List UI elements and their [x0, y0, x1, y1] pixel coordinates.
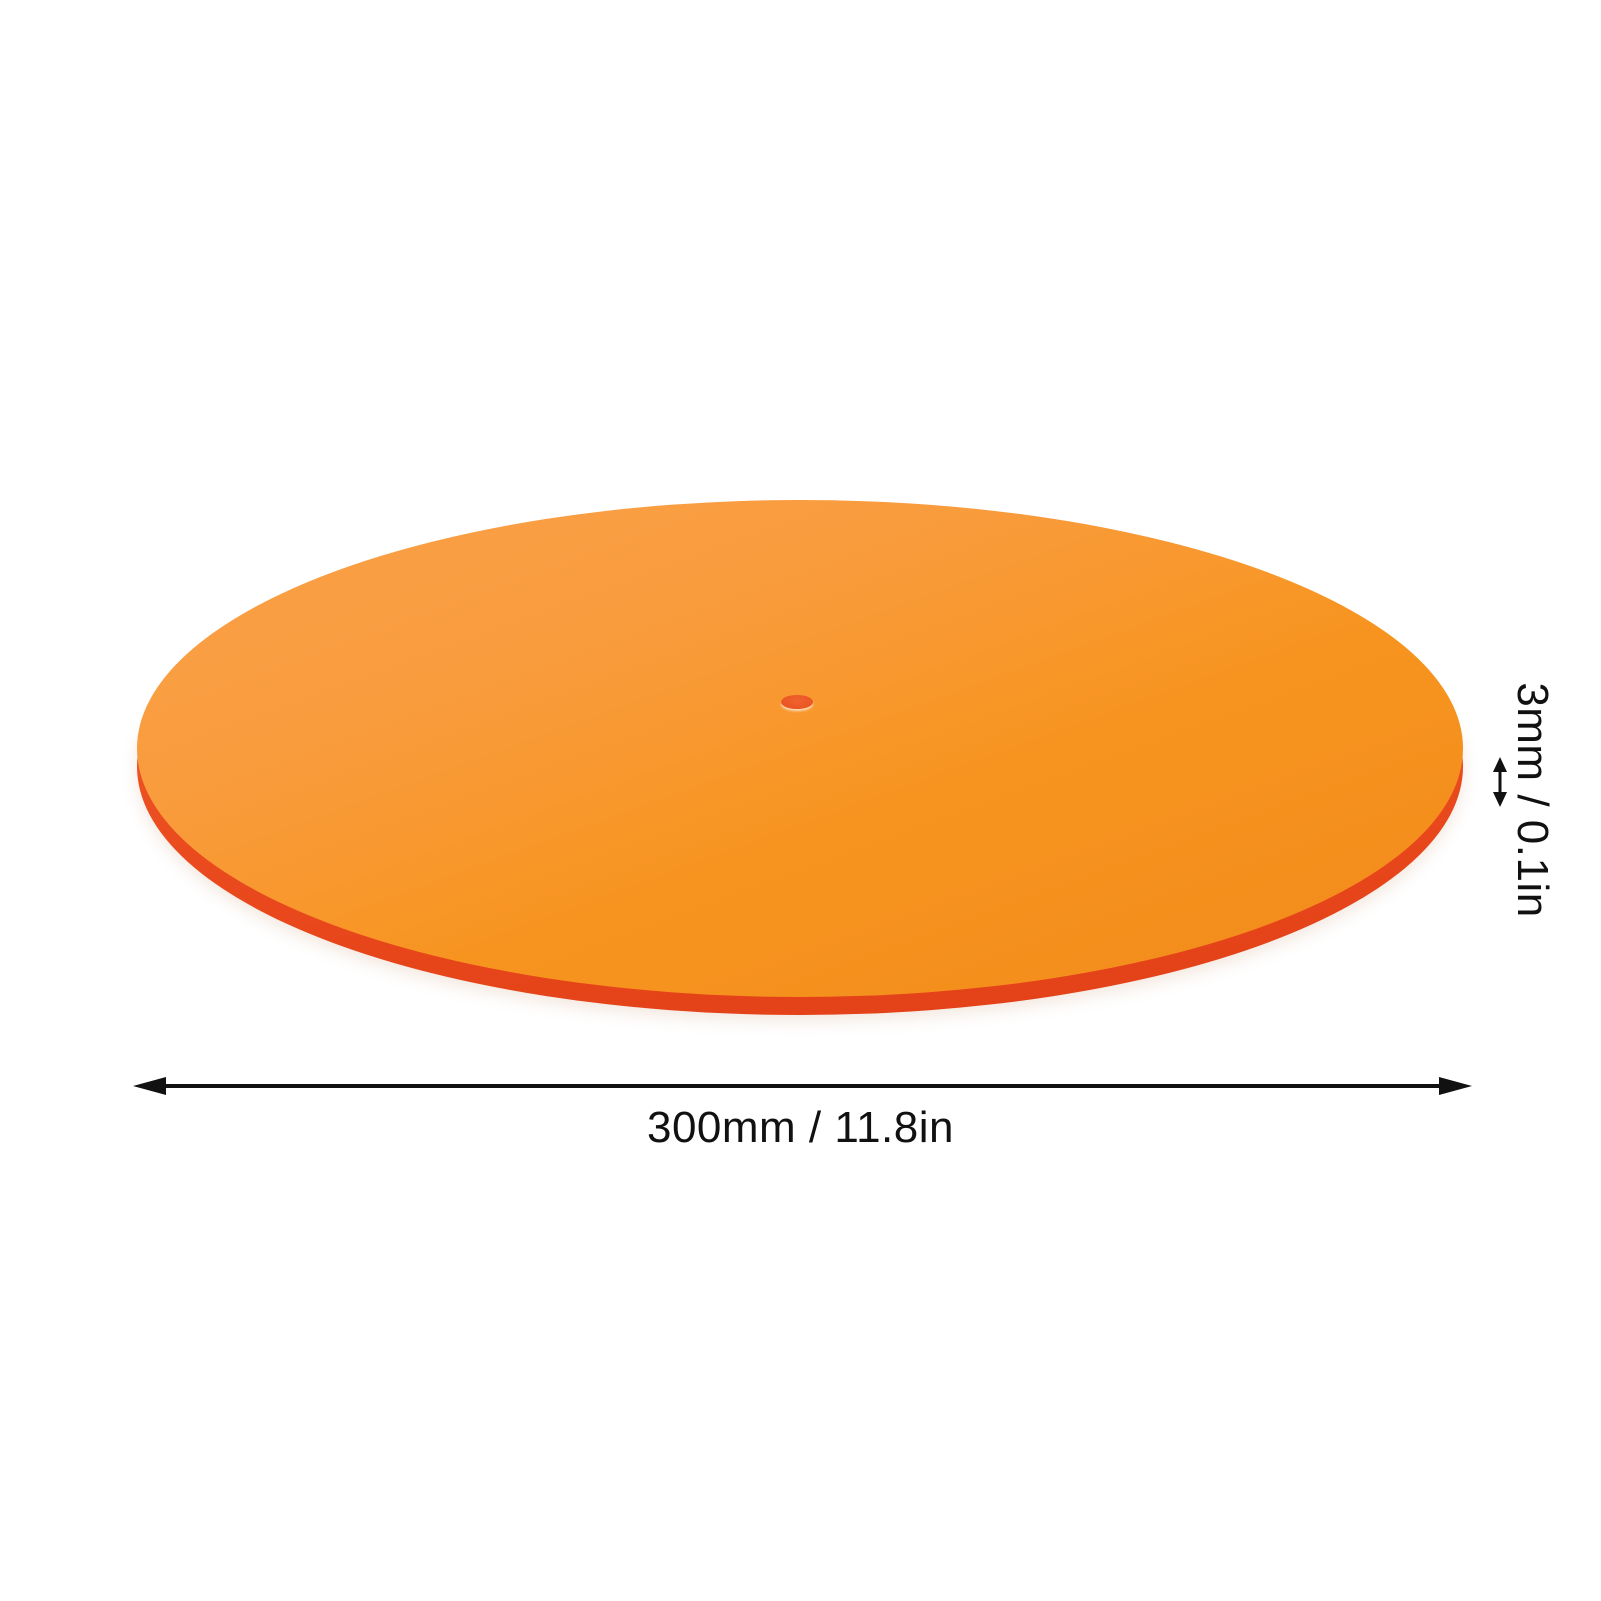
diameter-label: 300mm / 11.8in: [646, 1103, 954, 1152]
disc-top-surface: [137, 500, 1463, 997]
diameter-dimension-arrow-icon: [133, 1077, 1472, 1095]
thickness-label: 3mm / 0.1in: [1508, 682, 1557, 918]
thickness-dimension-arrow-icon: [1493, 757, 1507, 807]
disc-center-hole: [781, 695, 813, 709]
